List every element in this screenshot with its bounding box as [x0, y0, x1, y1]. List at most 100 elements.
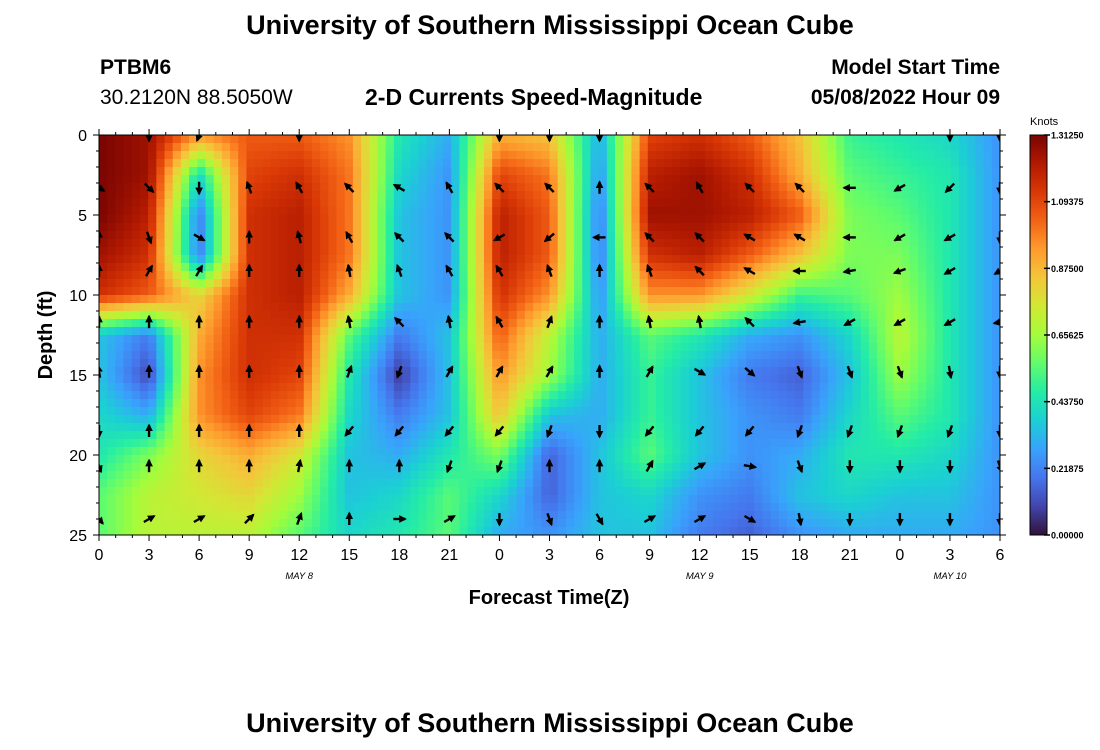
heatmap-cell: [852, 311, 862, 320]
heatmap-cell: [295, 407, 305, 416]
heatmap-cell: [107, 351, 116, 360]
heatmap-cell: [557, 447, 567, 456]
heatmap-cell: [901, 311, 911, 320]
heatmap-cell: [918, 439, 927, 448]
heatmap-cell: [393, 255, 403, 264]
heatmap-cell: [369, 391, 379, 400]
heatmap-cell: [590, 391, 600, 400]
heatmap-cell: [991, 223, 1000, 232]
heatmap-cell: [369, 255, 379, 264]
heatmap-cell: [459, 367, 469, 376]
heatmap-cell: [131, 383, 141, 392]
heatmap-cell: [574, 367, 583, 376]
heatmap-cell: [271, 303, 280, 312]
heatmap-cell: [352, 183, 362, 192]
heatmap-cell: [541, 303, 551, 312]
heatmap-cell: [213, 279, 223, 288]
heatmap-cell: [213, 383, 223, 392]
heatmap-cell: [582, 359, 592, 368]
heatmap-cell: [860, 271, 870, 280]
heatmap-cell: [868, 463, 878, 472]
heatmap-cell: [418, 399, 428, 408]
heatmap-cell: [778, 263, 788, 272]
heatmap-cell: [148, 231, 157, 240]
heatmap-cell: [926, 415, 936, 424]
heatmap-cell: [959, 271, 968, 280]
heatmap-cell: [868, 255, 878, 264]
heatmap-cell: [549, 303, 559, 312]
heatmap-cell: [737, 135, 747, 144]
heatmap-cell: [598, 479, 608, 488]
heatmap-cell: [320, 495, 329, 504]
heatmap-cell: [271, 207, 280, 216]
heatmap-cell: [459, 463, 469, 472]
heatmap-cell: [213, 335, 223, 344]
heatmap-cell: [500, 319, 510, 328]
heatmap-cell: [901, 135, 911, 144]
heatmap-cell: [705, 215, 714, 224]
heatmap-cell: [541, 295, 551, 304]
heatmap-cell: [508, 151, 518, 160]
heatmap-cell: [664, 287, 673, 296]
heatmap-cell: [778, 295, 788, 304]
heatmap-cell: [352, 135, 362, 144]
heatmap-cell: [762, 167, 772, 176]
heatmap-cell: [311, 495, 321, 504]
heatmap-cell: [361, 487, 370, 496]
heatmap-cell: [131, 303, 141, 312]
heatmap-cell: [868, 271, 878, 280]
heatmap-cell: [991, 359, 1000, 368]
heatmap-cell: [443, 471, 452, 480]
heatmap-cell: [156, 159, 166, 168]
heatmap-cell: [377, 327, 387, 336]
heatmap-cell: [205, 319, 215, 328]
heatmap-cell: [844, 215, 854, 224]
heatmap-cell: [664, 263, 673, 272]
heatmap-cell: [164, 319, 174, 328]
heatmap-cell: [123, 271, 133, 280]
heatmap-cell: [852, 335, 862, 344]
heatmap-cell: [385, 383, 395, 392]
heatmap-cell: [901, 199, 911, 208]
heatmap-cell: [123, 263, 133, 272]
heatmap-cell: [524, 327, 534, 336]
heatmap-cell: [344, 447, 354, 456]
heatmap-cell: [901, 407, 911, 416]
heatmap-cell: [115, 159, 125, 168]
heatmap-cell: [615, 463, 624, 472]
heatmap-cell: [770, 295, 780, 304]
heatmap-cell: [230, 287, 239, 296]
heatmap-cell: [680, 295, 690, 304]
heatmap-cell: [516, 431, 526, 440]
heatmap-cell: [205, 303, 215, 312]
heatmap-cell: [410, 359, 420, 368]
heatmap-cell: [115, 439, 125, 448]
heatmap-cell: [221, 391, 231, 400]
heatmap-cell: [721, 279, 731, 288]
heatmap-cell: [770, 319, 780, 328]
heatmap-cell: [762, 239, 772, 248]
heatmap-cell: [320, 487, 329, 496]
heatmap-cell: [827, 367, 837, 376]
heatmap-cell: [139, 223, 149, 232]
heatmap-cell: [655, 423, 665, 432]
heatmap-cell: [303, 455, 313, 464]
heatmap-cell: [295, 223, 305, 232]
heatmap-cell: [115, 383, 125, 392]
heatmap-cell: [991, 463, 1000, 472]
heatmap-cell: [574, 351, 583, 360]
heatmap-cell: [713, 287, 723, 296]
heatmap-cell: [746, 151, 755, 160]
heatmap-cell: [688, 335, 698, 344]
heatmap-cell: [123, 407, 133, 416]
heatmap-cell: [483, 167, 493, 176]
heatmap-cell: [230, 151, 239, 160]
heatmap-cell: [533, 375, 542, 384]
heatmap-cell: [672, 255, 682, 264]
heatmap-cell: [361, 167, 370, 176]
heatmap-cell: [778, 231, 788, 240]
heatmap-cell: [402, 479, 411, 488]
heatmap-cell: [516, 151, 526, 160]
heatmap-cell: [410, 383, 420, 392]
heatmap-cell: [918, 351, 927, 360]
